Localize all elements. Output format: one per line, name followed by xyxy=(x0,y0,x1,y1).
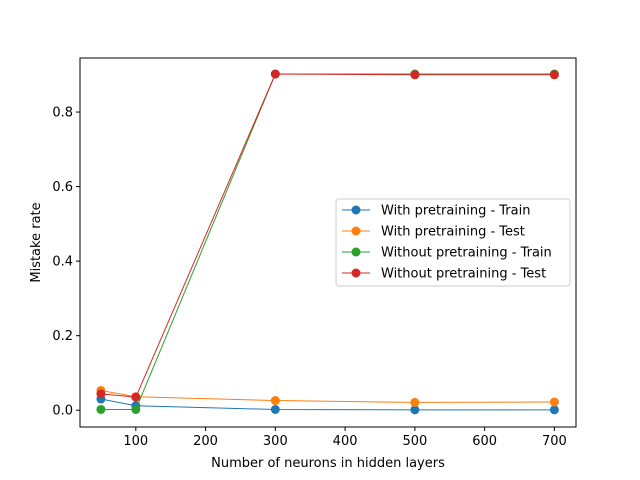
x-tick-label: 200 xyxy=(193,434,218,449)
x-tick-label: 500 xyxy=(402,434,427,449)
y-tick-label: 0.2 xyxy=(52,329,73,344)
y-tick-label: 0.6 xyxy=(52,180,73,195)
series-4 xyxy=(96,69,559,402)
y-axis: 0.0 0.2 0.4 0.6 0.8 xyxy=(52,106,80,419)
data-point xyxy=(549,70,559,80)
legend-marker xyxy=(351,226,361,236)
x-tick-label: 700 xyxy=(542,434,567,449)
data-point xyxy=(410,405,420,415)
x-tick-label: 100 xyxy=(123,434,148,449)
legend: With pretraining - Train With pretraining… xyxy=(335,198,571,287)
x-axis: 100 200 300 400 500 600 700 xyxy=(123,427,567,449)
y-axis-label: Mistake rate xyxy=(29,202,44,282)
data-point xyxy=(549,397,559,407)
x-tick-label: 600 xyxy=(472,434,497,449)
data-point xyxy=(549,405,559,415)
legend-marker xyxy=(351,205,361,215)
legend-label: With pretraining - Train xyxy=(381,204,530,219)
legend-label: Without pretraining - Train xyxy=(381,246,552,261)
legend-marker xyxy=(351,268,361,278)
y-tick-label: 0.8 xyxy=(52,106,73,121)
data-point xyxy=(96,404,106,414)
data-point xyxy=(410,70,420,80)
legend-item: Without pretraining - Test xyxy=(342,267,546,282)
legend-label: With pretraining - Test xyxy=(381,225,525,240)
data-point xyxy=(270,396,280,406)
series-layer xyxy=(96,69,559,415)
data-point xyxy=(131,404,141,414)
plot-frame xyxy=(79,57,577,428)
legend-item: With pretraining - Train xyxy=(342,204,530,219)
legend-item: Without pretraining - Train xyxy=(342,246,552,261)
data-point xyxy=(410,397,420,407)
legend-label: Without pretraining - Test xyxy=(381,267,546,282)
y-tick-label: 0.0 xyxy=(52,404,73,419)
data-point xyxy=(270,69,280,79)
data-point xyxy=(96,389,106,399)
data-point xyxy=(131,392,141,402)
x-axis-label: Number of neurons in hidden layers xyxy=(211,456,445,471)
x-tick-label: 400 xyxy=(333,434,358,449)
x-tick-label: 300 xyxy=(263,434,288,449)
legend-item: With pretraining - Test xyxy=(342,225,525,240)
legend-marker xyxy=(351,247,361,257)
y-tick-label: 0.4 xyxy=(52,255,73,270)
legend-box xyxy=(335,198,571,287)
data-point xyxy=(270,404,280,414)
